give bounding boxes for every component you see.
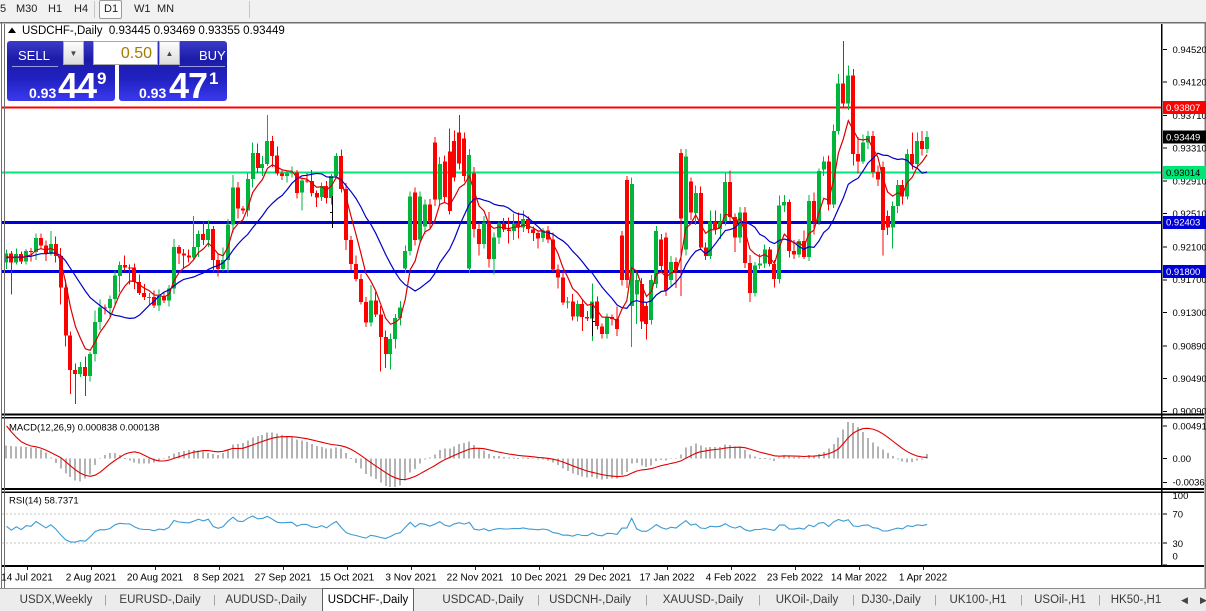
svg-text:29 Dec 2021: 29 Dec 2021 (575, 573, 632, 584)
svg-text:MACD(12,26,9) 0.000838 0.00013: MACD(12,26,9) 0.000838 0.000138 (9, 423, 160, 434)
svg-text:0.94520: 0.94520 (1173, 45, 1206, 56)
svg-text:0.90890: 0.90890 (1173, 341, 1206, 352)
svg-text:0.94120: 0.94120 (1173, 78, 1206, 89)
svg-text:0.92100: 0.92100 (1173, 243, 1206, 254)
svg-text:4 Feb 2022: 4 Feb 2022 (706, 573, 757, 584)
svg-text:22 Nov 2021: 22 Nov 2021 (447, 573, 504, 584)
svg-text:14 Mar 2022: 14 Mar 2022 (831, 573, 888, 584)
svg-text:0.91700: 0.91700 (1173, 275, 1206, 286)
svg-text:0.93310: 0.93310 (1173, 144, 1206, 155)
svg-text:0.93710: 0.93710 (1173, 111, 1206, 122)
svg-text:0.93807: 0.93807 (1166, 103, 1200, 114)
svg-text:17 Jan 2022: 17 Jan 2022 (639, 573, 694, 584)
svg-text:1 Apr 2022: 1 Apr 2022 (899, 573, 948, 584)
svg-text:0.93449: 0.93449 (1166, 132, 1200, 143)
svg-text:0.004913: 0.004913 (1173, 421, 1206, 432)
svg-text:2 Aug 2021: 2 Aug 2021 (66, 573, 117, 584)
svg-text:0.92403: 0.92403 (1166, 218, 1200, 229)
svg-text:0.91300: 0.91300 (1173, 308, 1206, 319)
svg-text:0: 0 (1173, 552, 1178, 563)
svg-text:0.92510: 0.92510 (1173, 209, 1206, 220)
svg-text:15 Oct 2021: 15 Oct 2021 (320, 573, 375, 584)
svg-text:0.00: 0.00 (1173, 454, 1192, 465)
svg-text:0.92910: 0.92910 (1173, 176, 1206, 187)
svg-text:8 Sep 2021: 8 Sep 2021 (193, 573, 245, 584)
svg-text:3 Nov 2021: 3 Nov 2021 (385, 573, 437, 584)
svg-text:27 Sep 2021: 27 Sep 2021 (255, 573, 312, 584)
svg-text:0.90490: 0.90490 (1173, 374, 1206, 385)
svg-text:100: 100 (1173, 491, 1189, 502)
svg-text:14 Jul 2021: 14 Jul 2021 (1, 573, 53, 584)
svg-text:0.91800: 0.91800 (1166, 267, 1200, 278)
svg-text:30: 30 (1173, 539, 1184, 550)
svg-text:23 Feb 2022: 23 Feb 2022 (767, 573, 824, 584)
svg-text:10 Dec 2021: 10 Dec 2021 (511, 573, 568, 584)
svg-text:USDCHF-,Daily 0.93445 0.93469: USDCHF-,Daily 0.93445 0.93469 0.93355 0.… (22, 25, 285, 37)
svg-text:0.90090: 0.90090 (1173, 407, 1206, 418)
svg-text:0.93014: 0.93014 (1166, 168, 1200, 179)
svg-text:RSI(14) 58.7371: RSI(14) 58.7371 (9, 496, 79, 507)
svg-text:70: 70 (1173, 510, 1184, 521)
svg-text:20 Aug 2021: 20 Aug 2021 (127, 573, 184, 584)
